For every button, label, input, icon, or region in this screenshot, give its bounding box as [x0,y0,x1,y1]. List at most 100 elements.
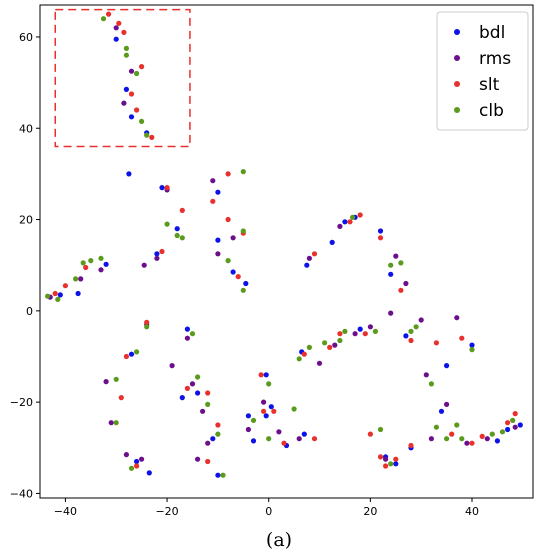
point-slt-15 [164,185,170,191]
point-clb-3 [80,260,86,266]
point-clb-24 [220,472,226,478]
point-rms-18 [200,408,206,414]
point-clb-25 [225,258,231,264]
point-rms-1 [78,276,84,282]
point-bdl-4 [123,86,129,92]
point-clb-46 [428,381,434,387]
point-rms-31 [352,331,358,337]
point-clb-41 [388,262,394,268]
point-slt-34 [337,331,343,337]
point-bdl-8 [134,458,140,465]
point-clb-52 [489,431,495,437]
point-rms-26 [296,436,302,442]
point-clb-48 [444,436,450,442]
point-bdl-1 [75,290,81,297]
point-clb-8 [123,45,129,52]
point-bdl-25 [263,372,269,378]
point-rms-20 [210,178,216,184]
point-bdl-40 [403,333,409,339]
point-rms-7 [123,452,129,458]
y-tick-label-40: 40 [19,122,33,135]
x-tick-label-0: 0 [265,505,272,518]
point-slt-16 [179,207,185,213]
point-rms-14 [169,363,175,369]
point-slt-47 [449,431,455,437]
legend-label-rms: rms [479,49,511,69]
point-slt-40 [377,454,384,460]
point-clb-0 [45,293,51,299]
point-slt-11 [123,353,129,360]
point-slt-28 [271,408,277,414]
point-clb-45 [413,324,419,330]
point-clb-13 [113,420,119,426]
point-rms-24 [261,399,267,405]
point-rms-8 [128,68,135,74]
point-clb-4 [88,258,94,264]
point-rms-12 [154,255,160,261]
point-bdl-20 [215,237,221,243]
point-clb-49 [454,422,460,428]
point-slt-1 [62,283,68,289]
point-slt-50 [479,433,485,439]
point-clb-21 [195,374,201,380]
point-rms-17 [195,456,201,462]
point-slt-43 [398,287,404,293]
point-clb-32 [291,406,297,412]
point-clb-1 [55,296,61,302]
point-bdl-17 [210,436,216,442]
point-clb-11 [144,132,150,138]
point-bdl-47 [517,422,523,428]
point-clb-26 [240,169,246,175]
scatter-points [45,11,523,478]
point-bdl-15 [184,326,190,332]
point-clb-17 [164,221,170,227]
point-slt-5 [121,29,127,35]
point-slt-9 [149,134,155,140]
point-clb-14 [128,465,135,471]
point-rms-3 [103,379,109,385]
point-rms-6 [121,100,127,106]
point-bdl-16 [195,390,201,396]
point-rms-33 [383,456,389,462]
point-bdl-0 [57,292,63,298]
point-slt-41 [383,463,389,469]
point-bdl-13 [174,226,180,232]
point-rms-16 [189,381,196,387]
point-rms-19 [205,440,211,446]
point-slt-27 [261,408,267,414]
point-bdl-22 [243,280,249,287]
point-slt-17 [184,385,190,391]
point-slt-14 [159,248,165,255]
point-clb-50 [459,436,465,442]
y-tick-label-60: 60 [19,31,33,44]
point-rms-39 [428,436,434,442]
point-slt-49 [469,440,475,446]
figure-caption: (a) [266,529,292,551]
point-rms-41 [454,315,460,321]
point-bdl-45 [494,438,500,444]
plot-frame [39,4,534,499]
point-clb-39 [372,328,378,334]
point-clb-2 [73,276,79,282]
point-rms-32 [367,324,373,330]
point-slt-51 [505,420,511,426]
point-bdl-36 [377,228,384,234]
y-tick-label-20: 20 [19,214,33,227]
point-clb-23 [215,431,221,437]
point-rms-27 [306,255,312,261]
point-clb-7 [123,52,129,58]
point-slt-23 [225,216,231,223]
point-bdl-2 [103,261,109,267]
point-bdl-44 [469,342,475,348]
point-slt-37 [362,331,368,337]
point-clb-18 [174,232,180,239]
point-slt-3 [106,11,112,17]
point-rms-34 [388,310,394,316]
point-clb-51 [469,347,475,353]
point-clb-30 [266,381,272,387]
point-clb-19 [179,235,185,241]
point-slt-46 [433,340,439,346]
point-clb-9 [134,70,140,77]
point-bdl-33 [342,219,348,225]
